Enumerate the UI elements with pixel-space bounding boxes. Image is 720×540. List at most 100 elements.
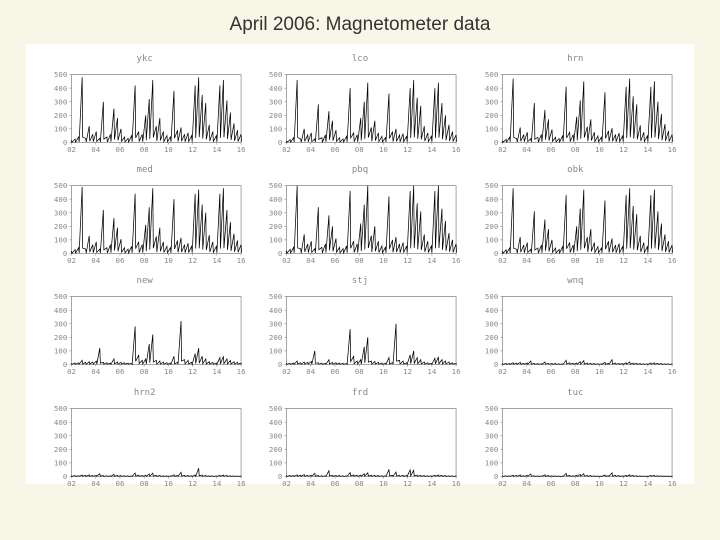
svg-text:12: 12	[619, 145, 628, 154]
svg-text:200: 200	[485, 111, 498, 120]
chart-panel-tuc: tuc01002003004005000204060810121416	[475, 390, 676, 491]
svg-text:400: 400	[269, 195, 282, 204]
svg-text:12: 12	[404, 256, 413, 265]
svg-text:100: 100	[269, 124, 282, 133]
svg-text:06: 06	[331, 256, 340, 265]
panel-title: lco	[352, 54, 368, 64]
svg-text:400: 400	[485, 418, 498, 427]
svg-text:16: 16	[237, 479, 246, 488]
svg-text:02: 02	[282, 145, 291, 154]
panel-plot: 01002003004005000204060810121416	[475, 278, 676, 379]
svg-text:08: 08	[570, 256, 579, 265]
svg-text:08: 08	[355, 479, 364, 488]
svg-text:12: 12	[188, 145, 197, 154]
svg-text:16: 16	[237, 367, 246, 376]
svg-text:04: 04	[522, 256, 531, 265]
svg-text:06: 06	[331, 145, 340, 154]
svg-text:300: 300	[485, 97, 498, 106]
panel-title: med	[137, 165, 153, 175]
svg-text:500: 500	[269, 404, 282, 413]
svg-text:400: 400	[485, 84, 498, 93]
svg-text:08: 08	[140, 479, 149, 488]
svg-text:14: 14	[643, 479, 652, 488]
svg-text:08: 08	[570, 479, 579, 488]
panel-plot: 01002003004005000204060810121416	[475, 56, 676, 157]
chart-panel-ykc: ykc01002003004005000204060810121416	[44, 56, 245, 157]
svg-text:14: 14	[212, 145, 221, 154]
svg-text:100: 100	[54, 124, 67, 133]
svg-text:500: 500	[485, 181, 498, 190]
svg-text:02: 02	[282, 367, 291, 376]
chart-panel-hrn2: hrn201002003004005000204060810121416	[44, 390, 245, 491]
svg-text:12: 12	[188, 479, 197, 488]
panel-plot: 01002003004005000204060810121416	[44, 278, 245, 379]
panel-title: obk	[567, 165, 583, 175]
svg-text:500: 500	[54, 70, 67, 79]
svg-text:100: 100	[269, 458, 282, 467]
svg-text:12: 12	[404, 367, 413, 376]
svg-text:16: 16	[237, 145, 246, 154]
svg-text:300: 300	[485, 431, 498, 440]
svg-text:500: 500	[54, 181, 67, 190]
panel-title: pbq	[352, 165, 368, 175]
svg-text:04: 04	[522, 367, 531, 376]
svg-text:12: 12	[188, 367, 197, 376]
svg-text:06: 06	[546, 256, 555, 265]
svg-text:400: 400	[54, 418, 67, 427]
svg-text:16: 16	[667, 367, 676, 376]
chart-panel-new: new01002003004005000204060810121416	[44, 278, 245, 379]
svg-text:08: 08	[570, 145, 579, 154]
svg-text:14: 14	[643, 256, 652, 265]
svg-text:500: 500	[269, 293, 282, 302]
svg-text:14: 14	[212, 479, 221, 488]
svg-text:400: 400	[269, 84, 282, 93]
svg-text:08: 08	[355, 145, 364, 154]
svg-text:08: 08	[355, 367, 364, 376]
panel-plot: 01002003004005000204060810121416	[475, 390, 676, 491]
panel-plot: 01002003004005000204060810121416	[259, 278, 460, 379]
panel-plot: 01002003004005000204060810121416	[259, 390, 460, 491]
svg-text:04: 04	[307, 145, 316, 154]
svg-text:04: 04	[307, 479, 316, 488]
panel-title: hrn2	[134, 388, 156, 398]
svg-text:02: 02	[282, 479, 291, 488]
svg-text:12: 12	[188, 256, 197, 265]
svg-text:400: 400	[54, 84, 67, 93]
svg-text:400: 400	[54, 306, 67, 315]
panel-plot: 01002003004005000204060810121416	[44, 56, 245, 157]
svg-text:04: 04	[91, 145, 100, 154]
svg-text:100: 100	[485, 124, 498, 133]
svg-text:02: 02	[67, 145, 76, 154]
svg-text:300: 300	[54, 97, 67, 106]
svg-text:200: 200	[485, 333, 498, 342]
svg-text:10: 10	[164, 479, 173, 488]
svg-text:14: 14	[428, 256, 437, 265]
svg-text:400: 400	[485, 306, 498, 315]
svg-text:10: 10	[379, 145, 388, 154]
svg-text:14: 14	[428, 367, 437, 376]
svg-text:06: 06	[116, 479, 125, 488]
svg-text:300: 300	[269, 431, 282, 440]
svg-text:500: 500	[485, 293, 498, 302]
svg-text:12: 12	[404, 145, 413, 154]
svg-text:08: 08	[140, 256, 149, 265]
chart-panel-med: med01002003004005000204060810121416	[44, 167, 245, 268]
svg-text:08: 08	[140, 145, 149, 154]
svg-text:10: 10	[379, 367, 388, 376]
page-title: April 2006: Magnetometer data	[0, 0, 720, 44]
svg-text:14: 14	[428, 145, 437, 154]
svg-text:06: 06	[546, 367, 555, 376]
svg-text:14: 14	[643, 367, 652, 376]
svg-text:16: 16	[667, 145, 676, 154]
svg-text:400: 400	[485, 195, 498, 204]
svg-text:12: 12	[619, 479, 628, 488]
svg-text:14: 14	[212, 367, 221, 376]
panel-title: wnq	[567, 276, 583, 286]
svg-text:400: 400	[54, 195, 67, 204]
svg-text:300: 300	[54, 320, 67, 329]
svg-text:16: 16	[667, 479, 676, 488]
svg-text:300: 300	[269, 320, 282, 329]
panel-plot: 01002003004005000204060810121416	[44, 167, 245, 268]
svg-text:100: 100	[269, 236, 282, 245]
svg-text:10: 10	[595, 256, 604, 265]
